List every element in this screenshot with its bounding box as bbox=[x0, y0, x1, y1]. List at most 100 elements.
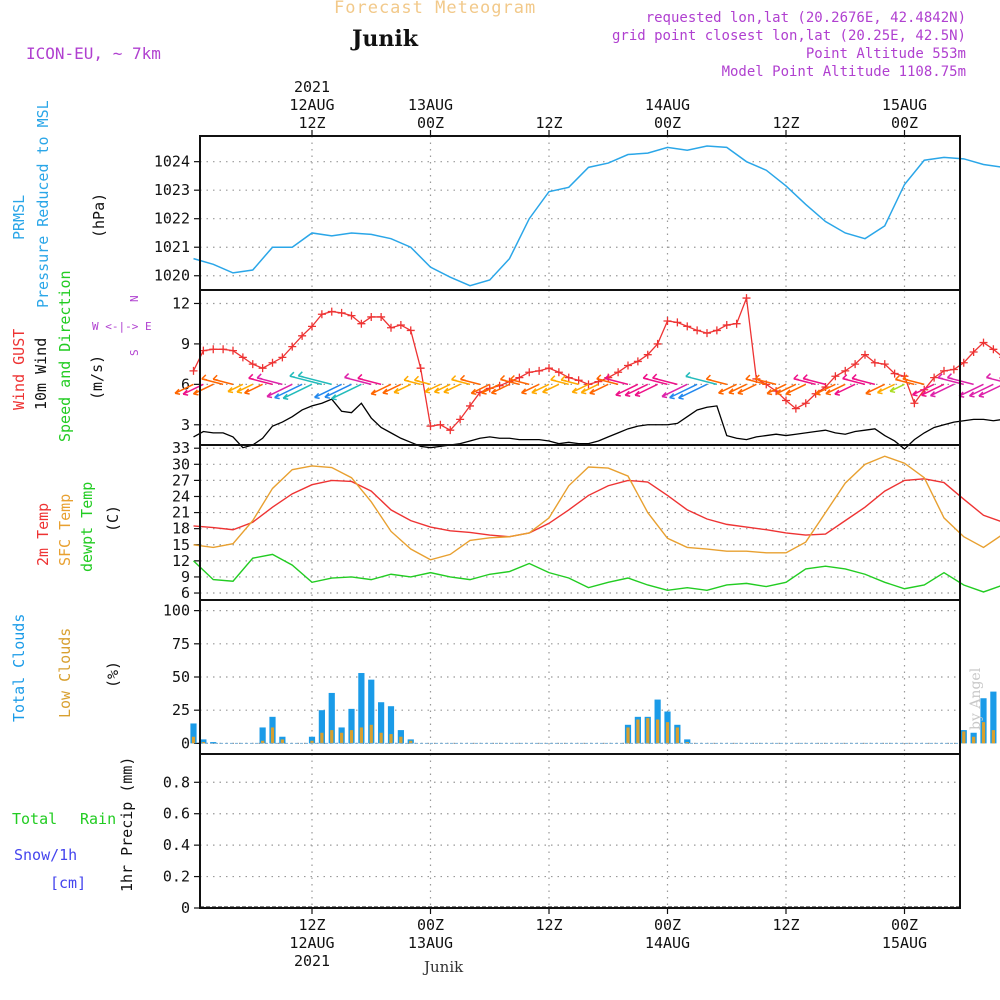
pressure-label: PRMSL bbox=[10, 194, 28, 240]
low-clouds-bar bbox=[369, 724, 373, 744]
wind-arrow-head bbox=[785, 389, 792, 396]
wind-arrow bbox=[289, 375, 323, 386]
total-clouds-bar bbox=[308, 736, 316, 744]
location-title: Junik bbox=[352, 26, 418, 52]
gust-marker bbox=[564, 373, 573, 382]
wind-arrow-head bbox=[424, 387, 431, 394]
wind-arrow-head bbox=[393, 387, 400, 395]
wind-arrow bbox=[921, 383, 945, 396]
gust-marker bbox=[831, 372, 840, 381]
wind-arrow-head bbox=[274, 393, 280, 400]
low-clouds-bar bbox=[626, 727, 630, 744]
gust-marker bbox=[515, 373, 524, 382]
wind-arrow-head bbox=[212, 374, 219, 382]
time-label-bottom-date: 14AUG bbox=[645, 934, 690, 952]
time-label-bottom-hour: 00Z bbox=[654, 916, 681, 934]
dewpt-label: dewpt Temp bbox=[78, 481, 96, 572]
precip-rain-label: Rain bbox=[80, 810, 117, 828]
credit-watermark: by Angel bbox=[968, 667, 984, 730]
wind-arrow-head bbox=[182, 389, 189, 396]
y-tick-label: 12 bbox=[172, 294, 190, 312]
gust-marker bbox=[861, 350, 869, 359]
wind-arrow-head bbox=[661, 391, 668, 399]
gust-marker bbox=[614, 368, 623, 377]
gust-marker bbox=[949, 365, 958, 374]
wind-arrow-head bbox=[851, 374, 858, 381]
gust-marker bbox=[624, 361, 632, 370]
y-tick-label: 0.8 bbox=[163, 773, 190, 791]
low-clouds-bar bbox=[270, 727, 275, 744]
wind-arrow-head bbox=[642, 373, 649, 380]
total-clouds-bar bbox=[980, 698, 987, 744]
wind-arrow bbox=[728, 383, 747, 394]
time-label-bottom-hour: 12Z bbox=[535, 916, 562, 934]
wind-arrow-head bbox=[248, 373, 254, 381]
gust-marker bbox=[959, 358, 968, 367]
y-tick-label: 1022 bbox=[154, 210, 190, 228]
wind-arrow bbox=[244, 383, 263, 394]
point-altitude: Point Altitude 553m bbox=[805, 46, 966, 62]
wind-arrow-head bbox=[521, 388, 527, 395]
wind-arrow-head bbox=[876, 388, 883, 395]
y-tick-label: 27 bbox=[172, 471, 190, 489]
wind-arrow-head bbox=[357, 373, 364, 381]
gust-marker bbox=[940, 366, 948, 375]
gust-marker bbox=[525, 368, 534, 377]
gust-marker bbox=[357, 319, 366, 328]
y-tick-label: 24 bbox=[172, 487, 190, 505]
total-clouds-bar bbox=[368, 679, 375, 744]
low-clouds-bar bbox=[962, 731, 966, 744]
wind-arrow-head bbox=[911, 390, 918, 397]
wind-arrow-head bbox=[459, 374, 466, 382]
panel-frame bbox=[199, 599, 961, 755]
y-tick-label: 0 bbox=[181, 899, 190, 917]
panel-frame bbox=[199, 753, 961, 909]
wind-arrow-head bbox=[615, 390, 621, 397]
gust-marker bbox=[801, 399, 810, 408]
wind-line bbox=[193, 398, 1000, 450]
wind-arrow-head bbox=[244, 388, 250, 395]
pressure-line bbox=[193, 145, 1000, 287]
wind-arrow bbox=[470, 383, 491, 394]
gust-marker bbox=[466, 401, 474, 410]
wind-arrow-head bbox=[865, 388, 871, 396]
wind-arrow bbox=[718, 383, 737, 394]
wind-arrow bbox=[174, 383, 194, 394]
wind-arrow-head bbox=[560, 375, 567, 382]
wind-arrow-head bbox=[634, 390, 641, 397]
model-name: ICON-EU, ~ 7km bbox=[26, 44, 161, 63]
low-clouds-bar bbox=[379, 732, 383, 744]
wind-arrow-head bbox=[728, 388, 735, 395]
time-label-bottom-hour: 12Z bbox=[772, 916, 799, 934]
requested-coords: requested lon,lat (20.2676E, 42.4842N) bbox=[645, 10, 966, 26]
wind-arrow bbox=[274, 383, 303, 399]
wind-arrow bbox=[580, 383, 599, 394]
wind-arrow-head bbox=[331, 394, 337, 401]
wind-arrow bbox=[737, 383, 757, 394]
gust-marker bbox=[456, 415, 465, 424]
pressure-label-2: Pressure Reduced to MSL bbox=[34, 100, 52, 308]
wind-arrow bbox=[193, 383, 214, 395]
time-label-top-date: 15AUG bbox=[882, 96, 927, 114]
sfc-label: SFC Temp bbox=[56, 493, 74, 566]
footer-location: Junik bbox=[424, 958, 464, 976]
wind-arrow-head bbox=[451, 375, 457, 382]
wind-arrow-head bbox=[201, 374, 207, 381]
wind-arrow-head bbox=[842, 374, 848, 381]
gust-marker bbox=[910, 399, 919, 408]
y-tick-label: 9 bbox=[181, 568, 190, 586]
wind-arrow-head bbox=[382, 388, 389, 395]
wind-arrow bbox=[912, 383, 935, 396]
gust-marker bbox=[732, 319, 741, 328]
wind-arrow bbox=[589, 383, 609, 394]
wind-arrow-head bbox=[256, 373, 263, 380]
precip-snow-label: Snow/1h bbox=[14, 846, 78, 864]
gust-marker bbox=[298, 331, 307, 340]
gust-marker bbox=[367, 312, 376, 321]
wind-arrow-head bbox=[289, 371, 296, 378]
wind-arrow bbox=[815, 383, 836, 395]
temp-label: 2m Temp bbox=[34, 502, 52, 566]
gust-marker bbox=[258, 364, 267, 373]
y-tick-label: 1024 bbox=[154, 153, 190, 171]
gust-marker bbox=[633, 357, 642, 366]
